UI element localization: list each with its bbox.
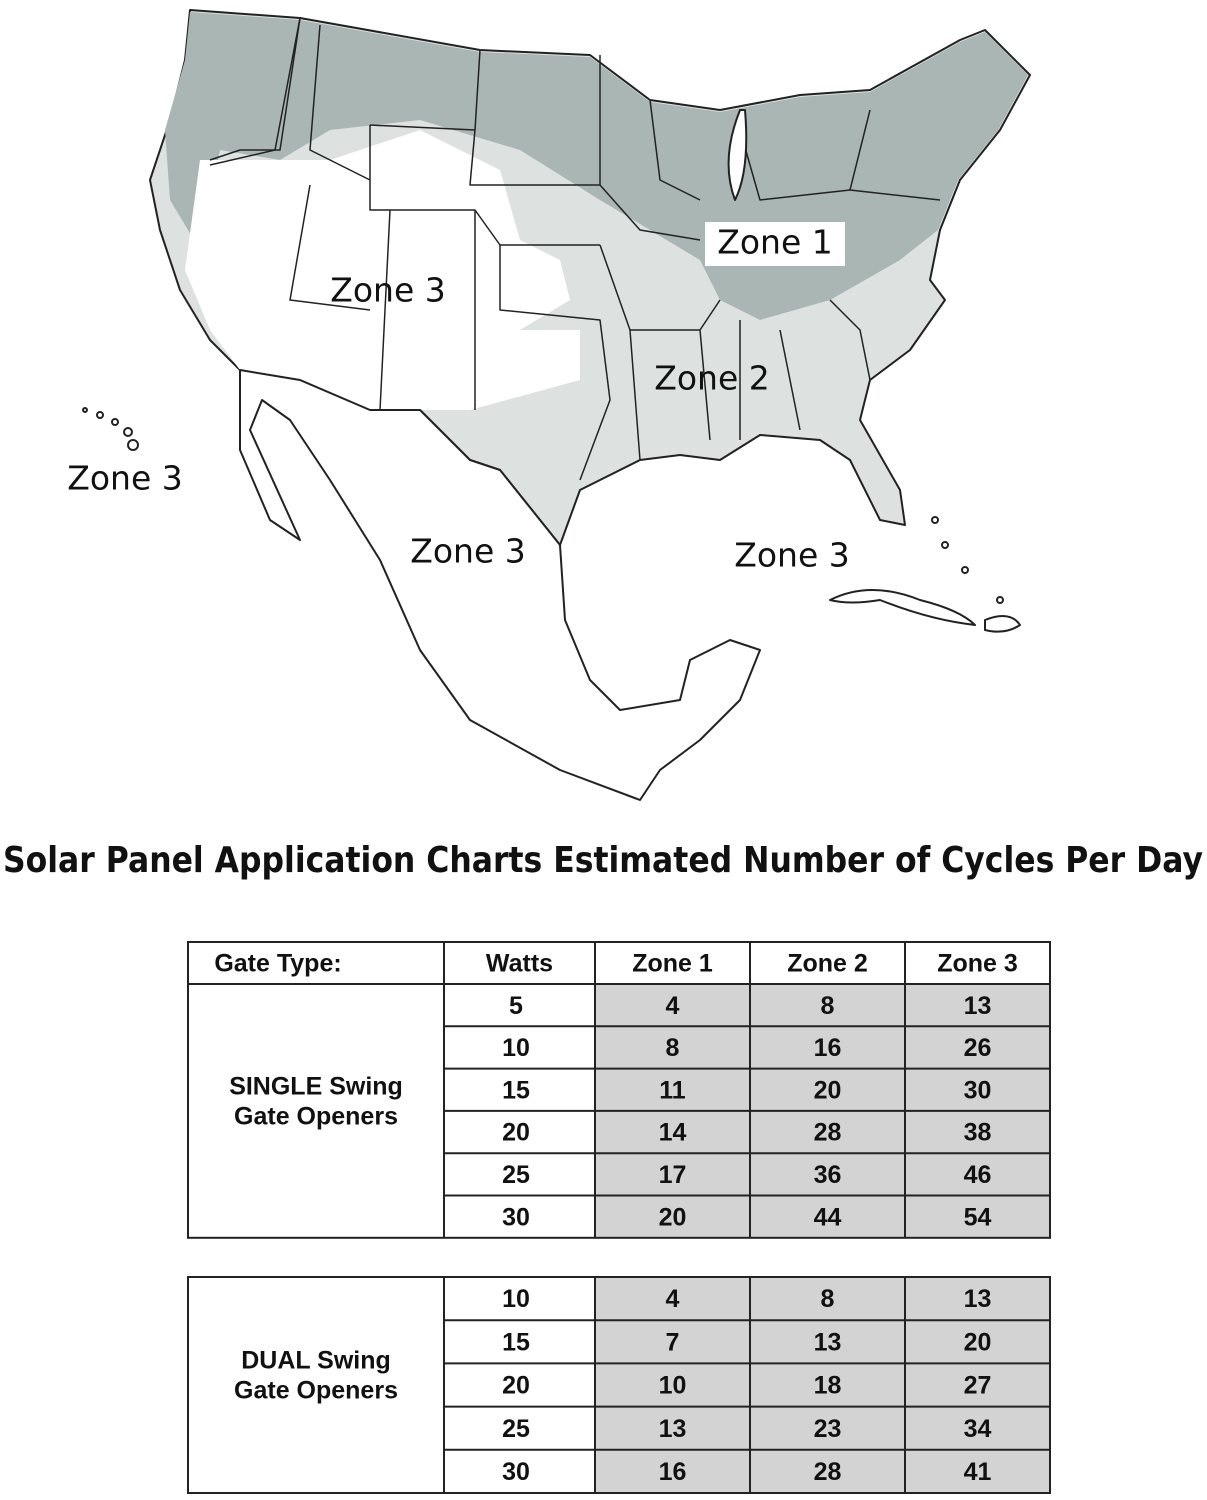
- tables: Gate Type: Watts Zone 1 Zone 2 Zone 35 4 8 1310…: [187, 941, 1051, 1494]
- cycles-cell: 38: [964, 1119, 992, 1147]
- watts-cell: 20: [502, 1119, 530, 1147]
- zone-3-area: [185, 130, 580, 410]
- cycles-cell: 16: [814, 1034, 842, 1062]
- cycles-cell: 4: [666, 992, 680, 1020]
- watts-cell: 30: [502, 1458, 530, 1486]
- cycles-cell: 41: [964, 1458, 992, 1486]
- table-border: [187, 1276, 1051, 1494]
- watts-cell: 15: [502, 1076, 530, 1104]
- cycles-cell: 8: [821, 992, 835, 1020]
- header-cell: Gate Type:: [214, 950, 341, 978]
- cycles-cell: 20: [964, 1328, 992, 1356]
- header-cell: Zone 1: [632, 950, 713, 978]
- gate-type-label: Gate Openers: [234, 1377, 398, 1405]
- zone-label: Zone 3: [410, 532, 526, 571]
- zone-1-label-box: [705, 222, 845, 266]
- hispaniola: [984, 615, 1021, 633]
- lake-michigan: [727, 109, 748, 201]
- cycles-cell: 8: [821, 1285, 835, 1313]
- cycles-cell: 4: [666, 1285, 680, 1313]
- cycles-cell: 26: [964, 1034, 992, 1062]
- caribbean-islands: [829, 516, 1021, 633]
- table-border: [187, 941, 1051, 1239]
- cycles-cell: 20: [659, 1203, 687, 1231]
- cuba: [829, 589, 976, 626]
- zone-label: Zone 1: [717, 223, 833, 262]
- cycles-cell: 28: [814, 1458, 842, 1486]
- gate-type-label: SINGLE Swing: [229, 1073, 403, 1101]
- cycles-cell: 28: [814, 1119, 842, 1147]
- cycles-cell: 20: [814, 1076, 842, 1104]
- cycles-cell: 46: [964, 1161, 992, 1189]
- watts-cell: 25: [502, 1161, 530, 1189]
- cycles-cell: 14: [659, 1119, 687, 1147]
- cycles-cell: 16: [659, 1458, 687, 1486]
- island: [931, 516, 939, 524]
- mexico: [239, 369, 761, 801]
- island: [82, 407, 88, 413]
- map: [82, 9, 1031, 801]
- zone-label: Zone 3: [734, 536, 850, 575]
- cycles-cell: 17: [659, 1161, 687, 1189]
- zone-label: Zone 3: [330, 271, 446, 310]
- watts-cell: 10: [502, 1034, 530, 1062]
- cycles-cell: 27: [964, 1372, 992, 1400]
- island: [941, 541, 949, 549]
- cycles-cell: 13: [814, 1328, 842, 1356]
- watts-cell: 20: [502, 1372, 530, 1400]
- cycles-cell: 7: [666, 1328, 680, 1356]
- cycles-cell: 54: [964, 1203, 992, 1231]
- cycles-cell: 30: [964, 1076, 992, 1104]
- title: Solar Panel Application Charts Estimated…: [3, 840, 1203, 881]
- cycles-cell: 11: [659, 1076, 686, 1104]
- watts-cell: 25: [502, 1415, 530, 1443]
- watts-cell: 5: [509, 992, 523, 1020]
- state-lines: [209, 17, 301, 161]
- island: [996, 596, 1004, 604]
- watts-cell: 15: [502, 1328, 530, 1356]
- cycles-cell: 18: [814, 1372, 842, 1400]
- watts-cell: 10: [502, 1285, 530, 1313]
- cycles-cell: 10: [659, 1372, 687, 1400]
- cycles-cell: 13: [964, 992, 992, 1020]
- header-cell: Zone 2: [787, 950, 868, 978]
- gate-type-label: DUAL Swing: [241, 1347, 391, 1375]
- cycles-cell: 8: [666, 1034, 680, 1062]
- cycles-cell: 13: [964, 1285, 992, 1313]
- gate-type-label: Gate Openers: [234, 1103, 398, 1131]
- header-cell: Watts: [486, 950, 553, 978]
- zone-shade: [595, 1277, 1050, 1493]
- cycles-cell: 23: [814, 1415, 842, 1443]
- header-cell: Zone 3: [937, 950, 1018, 978]
- cycles-cell: 36: [814, 1161, 842, 1189]
- cycles-cell: 34: [964, 1415, 992, 1443]
- cycles-cell: 44: [814, 1203, 842, 1231]
- watts-cell: 30: [502, 1203, 530, 1231]
- cycles-cell: 13: [659, 1415, 687, 1443]
- island: [123, 427, 133, 437]
- island: [127, 439, 139, 451]
- island: [111, 418, 119, 426]
- state-lines: [209, 17, 941, 481]
- island: [96, 411, 104, 419]
- zone-label: Zone 2: [654, 359, 770, 398]
- hawaii: [82, 407, 139, 451]
- island: [961, 566, 969, 574]
- zone-label: Zone 3: [67, 459, 183, 498]
